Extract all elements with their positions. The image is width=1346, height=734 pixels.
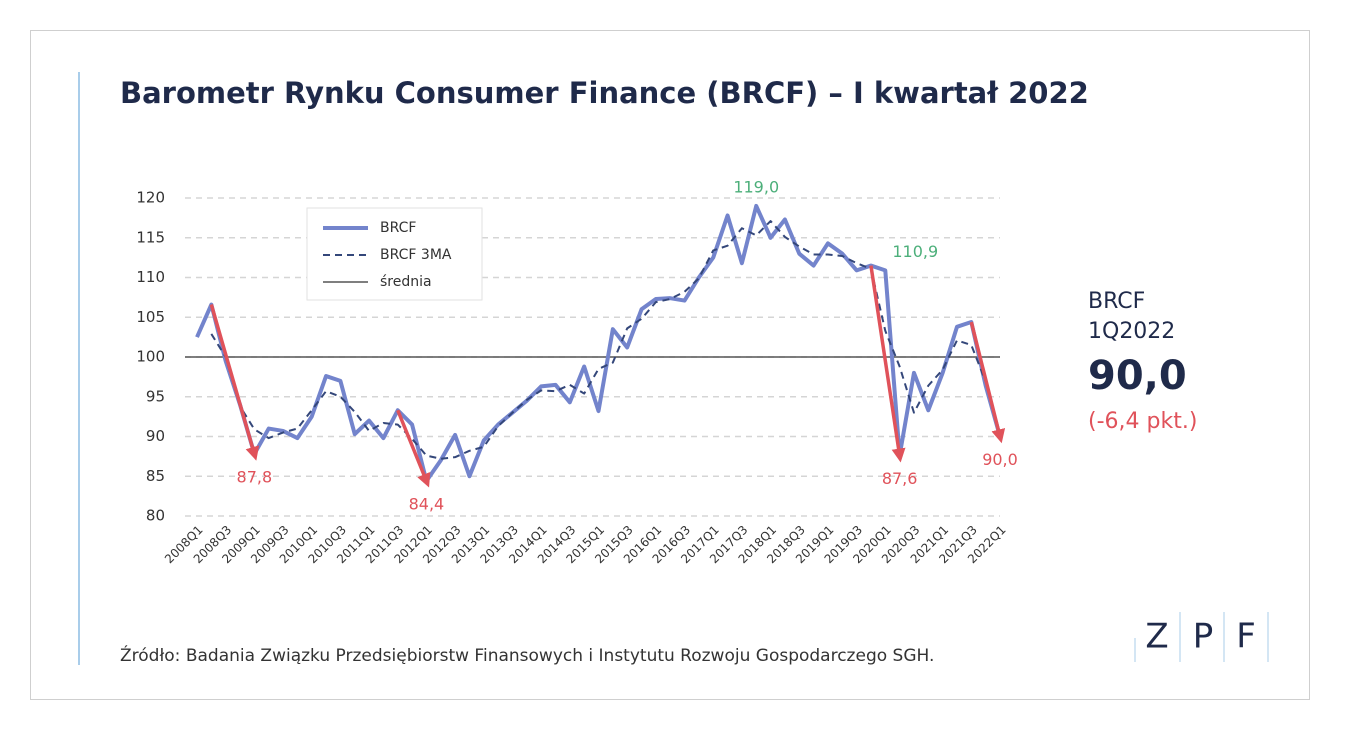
summary-name: BRCF (1088, 289, 1145, 314)
summary-period: 1Q2022 (1088, 319, 1175, 344)
y-tick-label: 105 (136, 308, 165, 326)
series-line (195, 203, 1002, 484)
y-tick-label: 100 (136, 348, 165, 366)
source: Źródło: Badania Związku Przedsiębiorstw … (120, 644, 934, 666)
drop-arrow (869, 265, 906, 463)
drop-arrow (396, 409, 431, 488)
plot: 808590951001051101151202008Q12008Q32009Q… (136, 177, 1017, 566)
y-tick-label: 90 (146, 427, 165, 445)
legend-label: BRCF 3MA (380, 247, 452, 263)
drop-arrow (969, 321, 1006, 444)
summary-value: 90,0 (1088, 353, 1187, 399)
legend: BRCF BRCF 3MA średnia (306, 207, 483, 301)
logo-letter: P (1193, 617, 1214, 657)
logo-letter: F (1236, 617, 1256, 657)
y-tick-label: 95 (146, 387, 165, 405)
logo: Z P F (1134, 612, 1269, 662)
value-label: 87,6 (882, 469, 918, 488)
value-label: 110,9 (892, 242, 938, 261)
y-tick-label: 85 (146, 467, 165, 485)
value-label: 119,0 (733, 177, 779, 196)
legend-label: średnia (380, 274, 432, 290)
logo-letter: Z (1145, 617, 1168, 657)
y-tick-label: 110 (136, 268, 165, 286)
value-label: 87,8 (237, 467, 273, 486)
card (30, 30, 1310, 700)
y-tick-label: 80 (146, 507, 165, 525)
legend-label: BRCF (380, 220, 416, 236)
value-label: 84,4 (409, 495, 445, 514)
y-tick-label: 115 (136, 228, 165, 246)
y-tick-label: 120 (136, 189, 165, 207)
summary-change: (-6,4 pkt.) (1088, 409, 1197, 434)
value-label: 90,0 (982, 450, 1018, 469)
chart-title: Barometr Rynku Consumer Finance (BRCF) –… (120, 76, 1089, 110)
drop-arrow (209, 304, 260, 461)
